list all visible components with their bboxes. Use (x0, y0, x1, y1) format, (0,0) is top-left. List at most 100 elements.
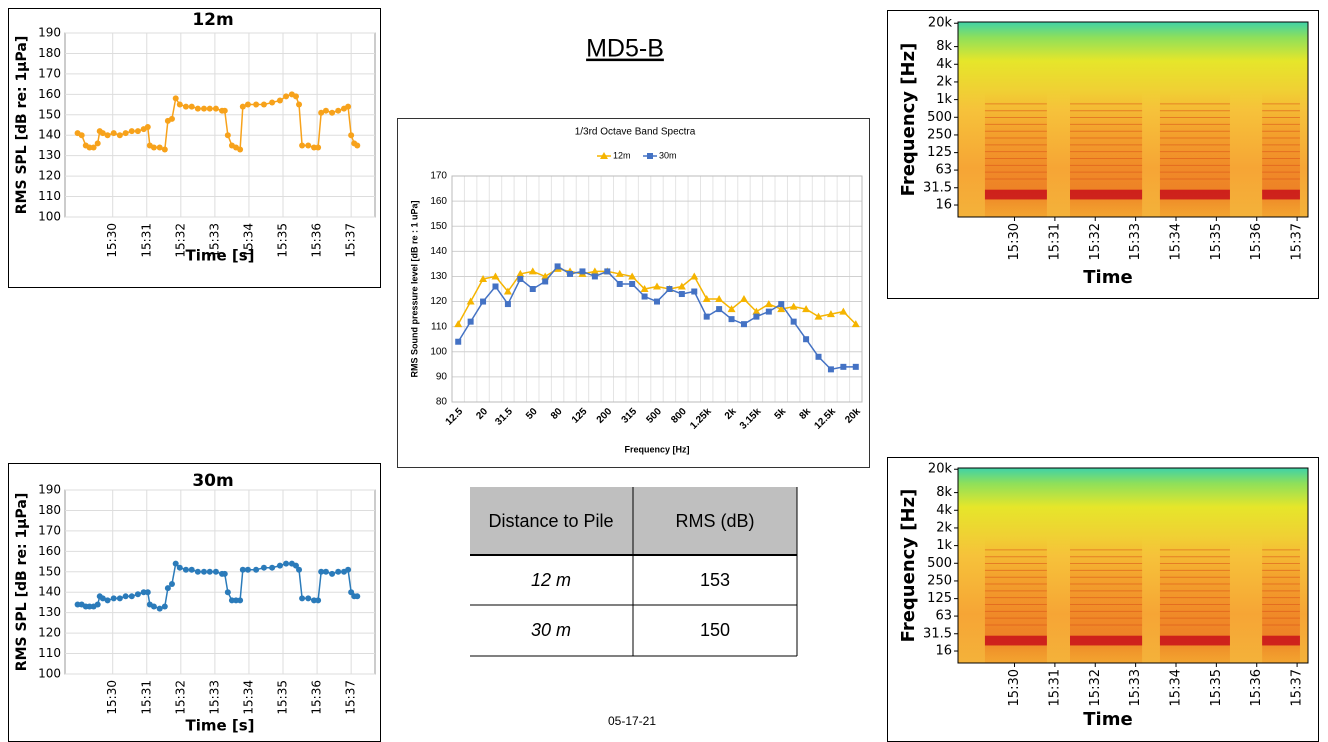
y-axis-label: Frequency [Hz] (898, 43, 919, 197)
data-point (345, 103, 352, 110)
x-tick-label: 15:33 (207, 680, 221, 715)
x-axis-label: Time (1083, 709, 1132, 730)
y-tick-label: 2k (936, 74, 952, 89)
plot-area (451, 175, 863, 403)
x-tick-label: 15:37 (344, 223, 358, 258)
data-point (322, 568, 329, 575)
data-point (206, 568, 213, 575)
data-point (677, 282, 686, 290)
data-point (253, 101, 260, 108)
data-point (194, 105, 201, 112)
data-point (740, 321, 747, 328)
y-tick-label: 180 (38, 503, 61, 517)
y-tick-label: 150 (38, 564, 61, 578)
y-axis-label: RMS SPL [dB re: 1µPa] (14, 36, 30, 214)
x-tick-label: 15:34 (1168, 223, 1183, 260)
data-point (144, 589, 151, 596)
x-tick-label: 15:35 (1209, 669, 1224, 706)
data-point (128, 593, 135, 600)
data-point (128, 128, 135, 135)
y-axis-label: Frequency [Hz] (898, 489, 919, 643)
x-tick-label: 800 (669, 406, 689, 426)
y-tick-label: 170 (38, 523, 61, 537)
data-point (237, 146, 244, 153)
data-point (666, 286, 673, 292)
data-point (318, 109, 325, 116)
x-tick-label: 15:36 (1249, 669, 1264, 706)
data-point (590, 267, 599, 275)
y-tick-label: 120 (38, 169, 61, 183)
data-point (851, 320, 860, 328)
y-tick-label: 500 (927, 556, 952, 571)
data-point (99, 130, 106, 137)
data-point (260, 564, 267, 571)
date: 05-17-21 (608, 714, 656, 728)
data-point (491, 272, 500, 280)
data-point (739, 295, 748, 303)
data-point (104, 597, 111, 604)
y-tick-label: 110 (38, 646, 61, 660)
y-tick-label: 1k (936, 92, 952, 107)
chart-title: 30m (192, 471, 233, 491)
data-point (678, 291, 685, 298)
x-tick-label: 20k (843, 406, 863, 426)
y-tick-label: 80 (436, 397, 448, 408)
data-point (616, 280, 623, 287)
data-point (528, 267, 537, 275)
y-tick-label: 20k (928, 462, 953, 477)
slide-title: MD5-B (586, 35, 664, 63)
data-point (94, 601, 101, 608)
data-point (276, 562, 283, 569)
data-point (654, 298, 660, 305)
data-point (335, 107, 342, 114)
table-cell: 153 (700, 570, 730, 590)
data-point (455, 338, 462, 345)
x-tick-label: 15:30 (105, 223, 119, 258)
plot-area (64, 489, 376, 675)
data-point (78, 132, 85, 139)
data-point (354, 593, 361, 600)
data-point (161, 146, 168, 153)
data-point (653, 282, 661, 290)
data-point (150, 603, 157, 610)
data-point (296, 101, 303, 108)
x-tick-label: 12.5k (812, 406, 838, 432)
table-header: Distance to Pile (488, 511, 613, 531)
data-point (221, 107, 228, 114)
data-point (703, 313, 710, 320)
spectrogram-texture (1262, 635, 1300, 646)
x-tick-label: 200 (595, 406, 615, 426)
legend-label: 12m (613, 150, 631, 160)
data-point (283, 93, 290, 100)
table-cell: 30 m (531, 620, 571, 640)
chart-frame (8, 8, 381, 288)
data-point (200, 568, 207, 575)
data-point (122, 593, 129, 600)
y-tick-label: 100 (38, 667, 61, 681)
data-point (292, 562, 299, 569)
data-point (168, 115, 175, 122)
x-tick-label: 15:31 (139, 680, 153, 715)
data-point (591, 273, 598, 280)
x-tick-label: 15:32 (1088, 223, 1103, 260)
data-point (116, 595, 123, 602)
data-point (815, 353, 822, 360)
y-tick-label: 130 (38, 148, 61, 162)
y-tick-label: 110 (38, 189, 61, 203)
y-tick-label: 1k (936, 538, 952, 553)
y-tick-label: 140 (38, 128, 61, 142)
table-cell: 12 m (531, 570, 571, 590)
data-point (244, 101, 251, 108)
data-point (702, 295, 711, 303)
x-axis-label: Time (1083, 267, 1132, 288)
data-point (335, 568, 342, 575)
data-point (640, 285, 649, 292)
data-point (554, 263, 561, 270)
data-point (239, 566, 246, 573)
data-point (292, 93, 299, 100)
data-point (329, 109, 336, 116)
y-tick-label: 500 (927, 110, 952, 125)
y-tick-label: 160 (430, 196, 447, 207)
y-tick-label: 120 (38, 626, 61, 640)
data-point (753, 313, 760, 320)
